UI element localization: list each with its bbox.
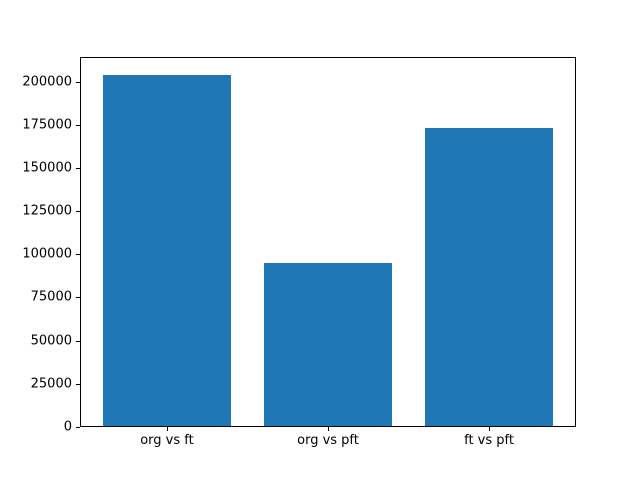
bar-org-vs-ft xyxy=(102,74,232,427)
y-tick-label: 75000 xyxy=(30,289,72,305)
y-tick-label: 150000 xyxy=(22,160,72,176)
y-tick-mark xyxy=(76,427,80,428)
x-tick-mark xyxy=(489,427,491,431)
y-tick-label: 50000 xyxy=(30,333,72,349)
axes: 0 25000 50000 75000 100000 125000 150000 175000… xyxy=(22,57,576,447)
x-tick-mark xyxy=(328,427,329,431)
y-tick-mark xyxy=(76,340,80,342)
y-tick-label: 25000 xyxy=(30,376,72,392)
y-tick-label: 200000 xyxy=(22,74,72,90)
y-tick-mark xyxy=(76,124,80,126)
y-tick-mark xyxy=(76,211,80,213)
y-tick-label: 100000 xyxy=(22,246,72,262)
y-tick-mark xyxy=(76,81,80,83)
x-tick-label: ft vs pft xyxy=(464,433,514,448)
y-tick-label: 125000 xyxy=(22,203,72,219)
y-tick-mark xyxy=(76,167,80,169)
y-tick-label: 0 xyxy=(63,419,72,435)
bar-org-vs-pft xyxy=(263,262,393,427)
bar-ft-vs-pft xyxy=(424,128,554,427)
y-tick-mark xyxy=(76,383,80,385)
x-tick-mark xyxy=(166,427,168,431)
y-tick-mark xyxy=(76,297,80,299)
x-tick-label: org vs pft xyxy=(297,433,359,448)
y-tick-mark xyxy=(76,254,80,256)
bars-group xyxy=(80,57,576,427)
x-tick-label: org vs ft xyxy=(140,433,194,448)
y-tick-label: 175000 xyxy=(22,117,72,133)
